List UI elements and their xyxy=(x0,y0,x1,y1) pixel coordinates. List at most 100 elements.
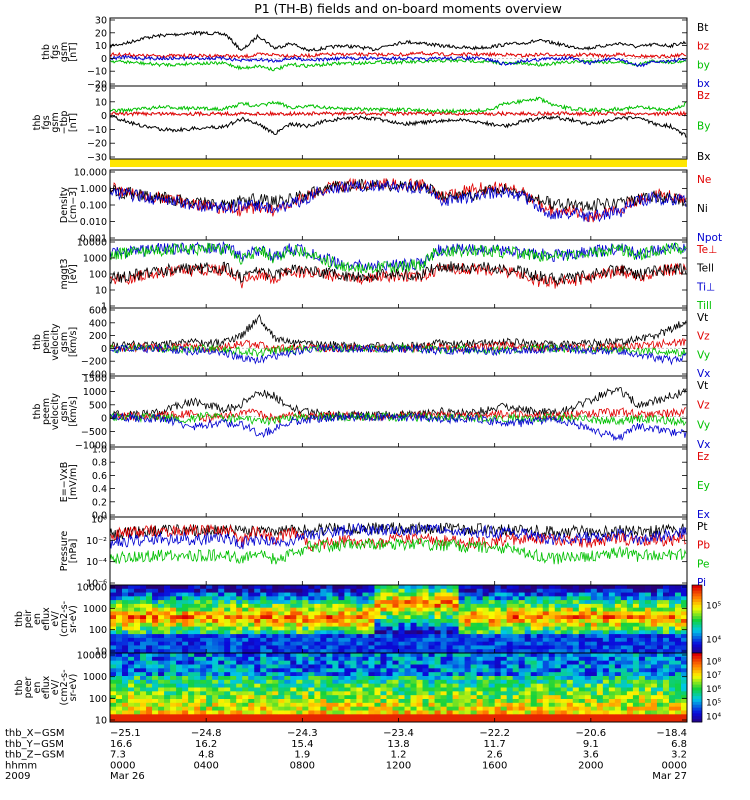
spectrogram-cell xyxy=(260,710,267,715)
spectrogram-cell xyxy=(260,634,267,639)
spectrogram-cell xyxy=(350,626,357,631)
spectrogram-cell xyxy=(326,672,333,677)
spectrogram-cell xyxy=(326,683,333,688)
spectrogram-cell xyxy=(158,672,165,677)
spectrogram-cell xyxy=(254,664,261,669)
spectrogram-cell xyxy=(302,645,309,650)
spectrogram-cell xyxy=(158,683,165,688)
spectrogram-cell xyxy=(620,660,628,665)
spectrogram-cell xyxy=(332,706,339,711)
spectrogram-cell xyxy=(116,611,123,616)
spectrogram-cell xyxy=(404,695,411,700)
spectrogram-cell xyxy=(338,706,345,711)
spectrogram-cell xyxy=(674,683,682,688)
spectrogram-cell xyxy=(530,702,538,708)
spectrogram-cell xyxy=(176,600,183,605)
spectrogram-cell xyxy=(422,637,429,643)
spectrogram-cell xyxy=(644,603,652,609)
traces-peim_velocity xyxy=(110,313,687,366)
spectrogram-cell xyxy=(158,668,165,673)
spectrogram-cell xyxy=(560,585,568,590)
colorbar-swatch xyxy=(692,693,702,697)
spectrogram-cell xyxy=(500,676,508,681)
spectrogram-cell xyxy=(548,634,556,639)
spectrogram-cell xyxy=(632,585,640,590)
spectrogram-cell xyxy=(164,653,171,658)
spectrogram-cell xyxy=(290,699,297,704)
spectrogram-cell xyxy=(302,653,309,658)
series-line-Bz xyxy=(110,110,687,118)
spectrogram-cell xyxy=(128,710,135,715)
spectrogram-cell xyxy=(560,611,568,616)
spectrogram-cell xyxy=(122,653,129,658)
spectrogram-cell xyxy=(176,656,183,662)
spectrogram-cell xyxy=(644,588,652,593)
spectrogram-cell xyxy=(626,603,634,609)
spectrogram-cell xyxy=(668,706,676,711)
spectrogram-cell xyxy=(116,588,123,593)
spectrogram-cell xyxy=(392,641,399,646)
spectrogram-cell xyxy=(176,645,183,650)
spectrogram-cell xyxy=(320,702,327,708)
spectrogram-cell xyxy=(278,695,285,700)
spectrogram-cell xyxy=(158,679,165,685)
spectrogram-cell xyxy=(392,710,399,715)
spectrogram-cell xyxy=(476,695,484,700)
spectrogram-cell xyxy=(530,615,538,620)
spectrogram-cell xyxy=(530,718,538,722)
spectrogram-cell xyxy=(536,683,544,688)
spectrogram-cell xyxy=(182,687,189,692)
spectrogram-cell xyxy=(320,596,327,601)
spectrogram-cell xyxy=(200,645,207,650)
spectrogram-cell xyxy=(182,596,189,601)
spectrogram-cell xyxy=(266,637,273,643)
spectrogram-cell xyxy=(134,672,141,677)
spectrogram-cell xyxy=(392,683,399,688)
spectrogram-cell xyxy=(242,649,249,653)
spectrogram-cell xyxy=(602,649,610,653)
spectrogram-cell xyxy=(518,706,526,711)
spectrogram-cell xyxy=(662,683,670,688)
spectrogram-cell xyxy=(494,596,502,601)
spectrogram-cell xyxy=(326,626,333,631)
spectrogram-cell xyxy=(494,676,502,681)
spectrogram-cell xyxy=(494,588,502,593)
spectrogram-cell xyxy=(512,630,520,635)
spectrogram-cell xyxy=(578,588,586,593)
spectrogram-cell xyxy=(260,691,267,696)
spectrogram-cell xyxy=(260,649,267,653)
spectrogram-cell xyxy=(476,683,484,688)
spectrogram-cell xyxy=(638,702,646,708)
spectrogram-cell xyxy=(350,615,357,620)
spectrogram-cell xyxy=(542,622,550,627)
spectrogram-cell xyxy=(422,676,429,681)
spectrogram-cell xyxy=(668,714,676,719)
spectrogram-cell xyxy=(332,637,339,643)
y-tick-label: 600 xyxy=(89,306,107,317)
spectrogram-cell xyxy=(212,714,219,719)
spectrogram-cell xyxy=(404,637,411,643)
spectrogram-cell xyxy=(572,706,580,711)
spectrogram-cell xyxy=(302,656,309,662)
spectrogram-cell xyxy=(572,619,580,624)
spectrogram-cell xyxy=(188,619,195,624)
spectrogram-cell xyxy=(554,585,562,590)
spectrogram-cell xyxy=(614,702,622,708)
spectrogram-cell xyxy=(488,600,496,605)
spectrogram-cell xyxy=(194,645,201,650)
spectrogram-cell xyxy=(284,653,291,658)
spectrogram-cell xyxy=(404,691,411,696)
spectrogram-cell xyxy=(182,645,189,650)
spectrogram-cell xyxy=(608,607,616,612)
spectrogram-cell xyxy=(662,676,670,681)
spectrogram-cell xyxy=(518,619,526,624)
spectrogram-cell xyxy=(320,660,327,665)
spectrogram-cell xyxy=(350,668,357,673)
spectrogram-cell xyxy=(308,676,315,681)
spectrogram-cell xyxy=(482,622,490,627)
y-tick-label: 1.000 xyxy=(80,184,107,195)
spectrogram-cell xyxy=(458,634,466,639)
spectrogram-cell xyxy=(254,649,261,653)
spectrogram-cell xyxy=(218,718,225,722)
spectrogram-cell xyxy=(638,619,646,624)
